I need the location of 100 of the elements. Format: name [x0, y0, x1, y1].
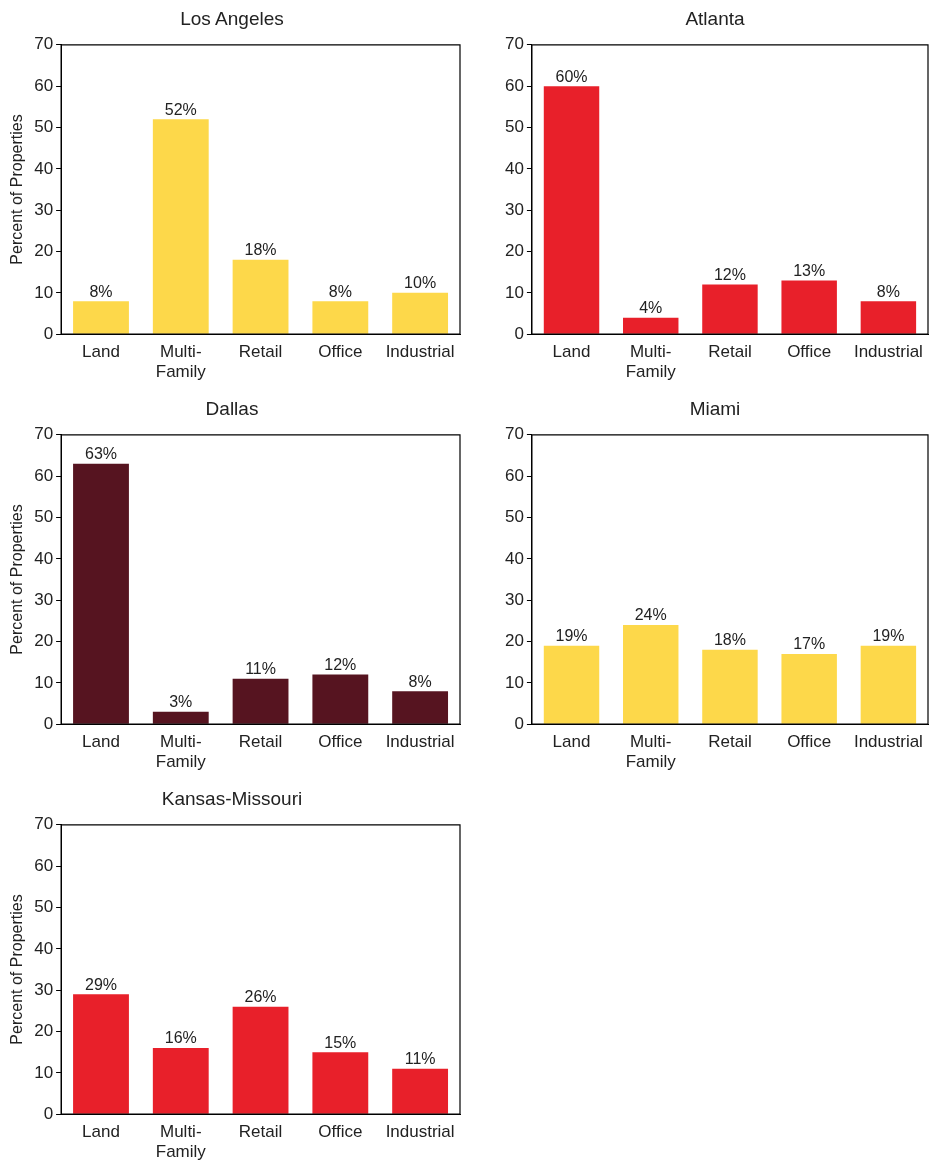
x-tick-label: Multi-Family — [625, 342, 677, 382]
data-label: 3% — [169, 693, 193, 711]
bar — [860, 301, 917, 334]
x-tick-label: Office — [787, 342, 832, 362]
bar — [623, 317, 679, 334]
y-tick-label: 30 — [34, 979, 54, 999]
y-tick-label: 20 — [504, 631, 524, 651]
y-tick-label: 40 — [34, 548, 54, 568]
y-tick-label: 10 — [34, 1062, 54, 1082]
y-tick-label: 50 — [34, 507, 54, 527]
data-label: 4% — [639, 299, 663, 317]
x-tick-label: Industrial — [385, 732, 455, 752]
x-tick-label: Office — [318, 342, 363, 362]
data-label: 12% — [713, 265, 746, 283]
x-tick-label: Office — [787, 732, 832, 752]
y-axis-title: Percent of Properties — [8, 504, 26, 655]
data-label: 8% — [328, 282, 352, 300]
x-tick-label: Office — [318, 1122, 363, 1142]
bar — [232, 678, 289, 724]
y-tick-label: 30 — [34, 199, 54, 219]
y-tick-label: 10 — [34, 282, 54, 302]
y-tick-label: 50 — [34, 117, 54, 137]
y-tick-label: 70 — [34, 814, 54, 834]
x-tick-label: Retail — [708, 732, 752, 752]
data-label: 11% — [404, 1050, 436, 1068]
y-tick-label: 0 — [43, 323, 54, 343]
x-tick-label: Retail — [238, 732, 283, 752]
data-label: 63% — [84, 445, 118, 463]
bar — [781, 280, 837, 334]
chart-title: Los Angeles — [180, 7, 284, 29]
y-tick-label: 70 — [504, 34, 524, 54]
data-label: 18% — [244, 241, 277, 259]
y-tick-label: 20 — [34, 241, 54, 261]
y-tick-label: 60 — [504, 465, 524, 485]
y-tick-label: 20 — [504, 241, 524, 261]
y-tick-label: 0 — [514, 713, 524, 733]
data-label: 24% — [634, 606, 667, 624]
bar — [702, 649, 758, 724]
y-tick-label: 40 — [504, 548, 524, 568]
x-tick-label: Land — [552, 342, 591, 362]
bar — [152, 1048, 209, 1114]
x-tick-label: Multi-Family — [155, 732, 207, 772]
bar — [73, 994, 129, 1114]
bar — [152, 119, 209, 334]
bar — [781, 653, 837, 724]
data-label: 17% — [793, 635, 826, 653]
x-tick-label: Industrial — [853, 342, 923, 362]
data-label: 10% — [404, 274, 437, 292]
data-label: 12% — [324, 655, 357, 673]
data-label: 13% — [793, 261, 826, 279]
x-tick-label: Retail — [238, 342, 283, 362]
y-tick-label: 20 — [34, 1021, 54, 1041]
y-tick-label: 70 — [504, 424, 524, 444]
y-tick-label: 20 — [34, 631, 54, 651]
bar — [73, 463, 129, 724]
chart-title: Kansas-Missouri — [161, 787, 303, 809]
data-label: 8% — [876, 282, 900, 300]
y-tick-label: 50 — [504, 117, 524, 137]
bar — [623, 624, 679, 724]
data-label: 16% — [164, 1029, 197, 1047]
y-tick-label: 70 — [34, 34, 54, 54]
data-label: 19% — [872, 627, 905, 645]
x-tick-label: Industrial — [385, 1122, 455, 1142]
chart-title: Miami — [689, 397, 741, 419]
y-tick-label: 10 — [504, 672, 524, 692]
x-tick-label: Multi-Family — [155, 342, 207, 382]
bar — [232, 259, 289, 334]
y-tick-label: 40 — [504, 158, 524, 178]
bar — [392, 691, 449, 724]
data-label: 60% — [555, 67, 588, 85]
y-tick-label: 40 — [34, 938, 54, 958]
chart-title: Dallas — [205, 397, 259, 419]
data-label: 11% — [245, 660, 276, 678]
chart-title: Atlanta — [685, 7, 746, 29]
y-tick-label: 0 — [43, 1103, 54, 1123]
bar — [73, 301, 129, 334]
bar — [232, 1006, 289, 1114]
y-tick-label: 60 — [34, 75, 54, 95]
x-tick-label: Industrial — [853, 732, 923, 752]
data-label: 15% — [324, 1033, 357, 1051]
y-axis-title: Percent of Properties — [8, 894, 26, 1045]
bar — [312, 674, 369, 724]
y-tick-label: 60 — [34, 855, 54, 875]
x-tick-label: Industrial — [385, 342, 455, 362]
y-tick-label: 50 — [34, 897, 54, 917]
y-tick-label: 60 — [34, 465, 54, 485]
y-tick-label: 30 — [34, 589, 54, 609]
x-tick-label: Retail — [238, 1122, 283, 1142]
data-label: 52% — [164, 100, 197, 118]
y-axis-title: Percent of Properties — [8, 114, 26, 265]
y-tick-label: 10 — [504, 282, 524, 302]
y-tick-label: 50 — [504, 507, 524, 527]
bar — [543, 645, 600, 724]
x-tick-label: Retail — [708, 342, 752, 362]
data-label: 29% — [84, 975, 118, 993]
x-tick-label: Land — [82, 732, 120, 752]
data-label: 8% — [89, 282, 113, 300]
bar — [860, 645, 917, 724]
data-label: 19% — [555, 627, 588, 645]
y-tick-label: 70 — [34, 424, 54, 444]
